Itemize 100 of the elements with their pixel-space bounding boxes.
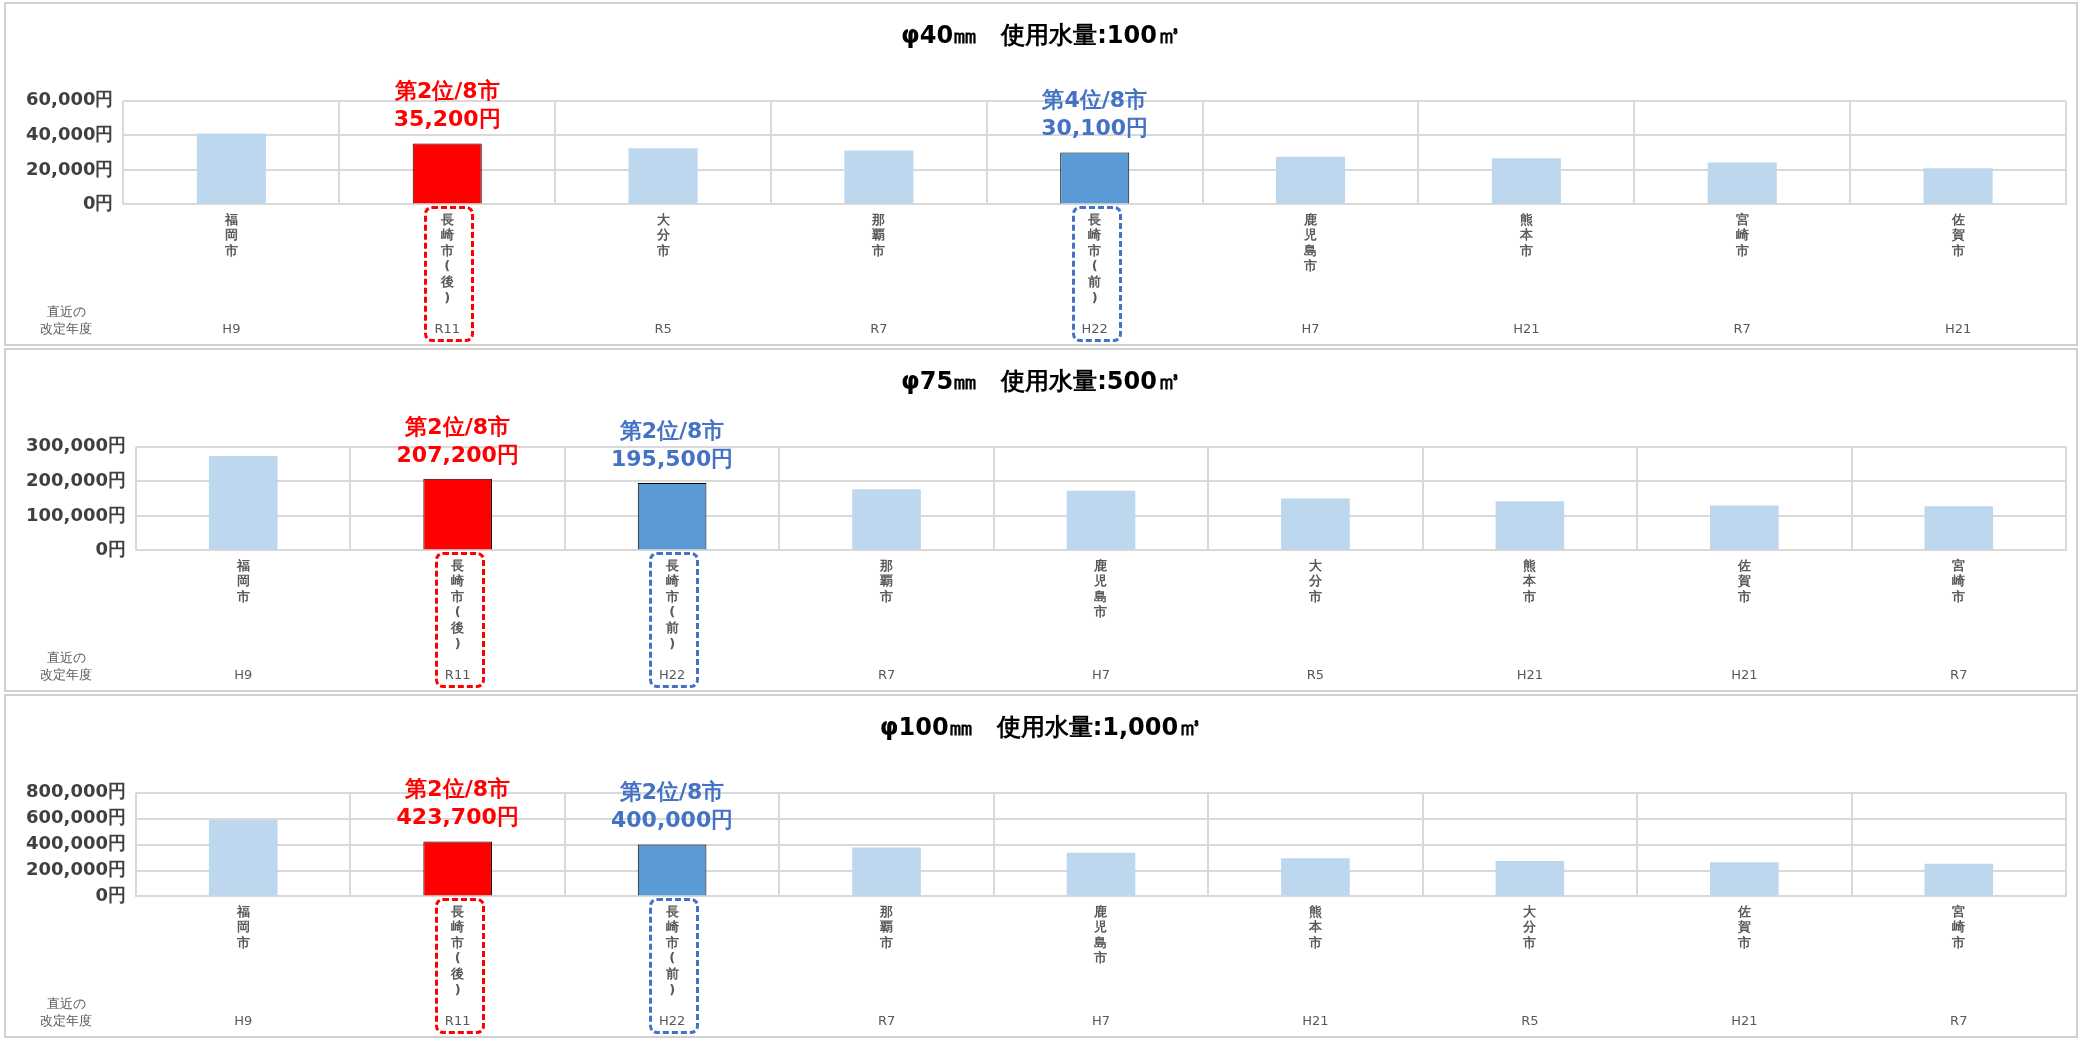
- y-tick-label: 0円: [82, 192, 114, 214]
- text: H7: [1091, 1012, 1111, 1028]
- bar: [1281, 498, 1350, 550]
- text: H21: [1513, 320, 1540, 336]
- bar: [1066, 852, 1136, 896]
- y-tick-label: 20,000円: [25, 157, 114, 179]
- x-tick-label: 大分市: [1307, 557, 1323, 604]
- y-tick-label: 400,000円: [26, 832, 126, 854]
- text: R11: [444, 666, 471, 682]
- y-tick-label: 40,000円: [25, 123, 114, 145]
- chart-title: φ40㎜ 使用水量:100㎥: [901, 20, 1181, 49]
- x-tick-label: 佐賀市: [1736, 557, 1751, 604]
- x-tick-label: 福岡市: [223, 211, 238, 258]
- bar: [1707, 162, 1777, 204]
- data-label: 第2位/8市 35,200円: [393, 78, 501, 132]
- text: H21: [1731, 1012, 1758, 1028]
- x-tick-label: 熊本市: [1522, 557, 1538, 604]
- x-tick-label: 長崎市(後): [439, 211, 454, 305]
- bar: [1495, 860, 1565, 896]
- bar: [208, 456, 278, 550]
- text: R5: [1306, 666, 1325, 682]
- data-label: 第4位/8市 30,100円: [1041, 87, 1149, 141]
- y-tick-label: 0円: [95, 538, 126, 560]
- text: H22: [658, 666, 686, 682]
- x-tick-label: 宮崎市: [1951, 557, 1966, 604]
- y-tick-label: 0円: [95, 884, 126, 906]
- text: R7: [1950, 1012, 1968, 1028]
- x-tick-label: 長崎市(前): [664, 903, 679, 997]
- text: H9: [234, 1012, 253, 1028]
- x-tick-label: 鹿児島市: [1093, 557, 1108, 620]
- y-tick-label: 60,000円: [25, 88, 114, 110]
- text: R5: [654, 320, 672, 336]
- bar: [196, 133, 266, 204]
- bar: [208, 820, 278, 896]
- x-tick-label: 福岡市: [235, 557, 250, 604]
- text: H7: [1301, 320, 1320, 336]
- y-tick-label: 300,000円: [26, 434, 126, 456]
- text: R7: [870, 320, 888, 336]
- text: 直近の改定年度: [40, 995, 92, 1028]
- text: 直近の改定年度: [40, 649, 92, 682]
- data-label: 第2位/8市 400,000円: [611, 779, 734, 833]
- chart-title: φ75㎜ 使用水量:500㎥: [901, 366, 1181, 395]
- x-tick-label: 大分市: [655, 211, 671, 258]
- text: H21: [1516, 666, 1544, 682]
- x-tick-label: 熊本市: [1518, 211, 1534, 258]
- bar: [1495, 501, 1565, 550]
- x-tick-label: 佐賀市: [1736, 903, 1751, 950]
- x-tick-label: 長崎市(前): [1087, 211, 1102, 305]
- y-tick-label: 100,000円: [26, 503, 126, 525]
- text: H21: [1944, 320, 1972, 336]
- text: R11: [434, 320, 461, 336]
- x-tick-label: 福岡市: [235, 903, 250, 950]
- bar: [1710, 862, 1779, 896]
- x-tick-label: 那覇市: [879, 903, 894, 950]
- x-tick-label: 鹿児島市: [1093, 903, 1108, 966]
- bar: [1491, 158, 1561, 204]
- bar: [628, 148, 698, 204]
- text: 直近の改定年度: [40, 303, 92, 336]
- text: R7: [1733, 320, 1751, 336]
- bar: [852, 489, 921, 550]
- text: R5: [1521, 1012, 1539, 1028]
- bar: [1281, 858, 1350, 896]
- x-tick-label: 大分市: [1522, 903, 1538, 950]
- bar: [844, 150, 914, 204]
- text: R7: [877, 1012, 896, 1028]
- bar: [852, 847, 921, 896]
- text: H9: [234, 666, 253, 682]
- text: H9: [222, 320, 241, 336]
- bar: [1276, 156, 1346, 204]
- bar: [1924, 506, 1994, 550]
- x-tick-label: 鹿児島市: [1303, 211, 1318, 274]
- text: H21: [1302, 1012, 1329, 1028]
- x-tick-label: 長崎市(後): [450, 903, 465, 997]
- text: R11: [444, 1012, 471, 1028]
- x-tick-label: 熊本市: [1307, 903, 1323, 950]
- bar: [1066, 490, 1136, 550]
- text: H21: [1731, 666, 1758, 682]
- y-tick-label: 200,000円: [26, 858, 126, 880]
- x-tick-label: 佐賀市: [1950, 211, 1965, 258]
- text: H22: [1081, 320, 1108, 336]
- data-label: 第2位/8市 207,200円: [396, 413, 519, 467]
- x-tick-label: 宮崎市: [1734, 211, 1749, 258]
- text: R7: [877, 666, 896, 682]
- x-tick-label: 長崎市(後): [450, 557, 465, 651]
- y-tick-label: 200,000円: [26, 469, 126, 491]
- x-tick-label: 宮崎市: [1951, 903, 1966, 950]
- y-tick-label: 800,000円: [26, 780, 126, 802]
- data-label: 第2位/8市 423,700円: [396, 776, 519, 830]
- x-tick-label: 長崎市(前): [664, 557, 679, 651]
- bar: [1710, 505, 1779, 550]
- text: H7: [1091, 666, 1111, 682]
- bar: [1923, 168, 1993, 204]
- x-tick-label: 那覇市: [871, 211, 886, 258]
- bar: [1924, 863, 1994, 896]
- y-tick-label: 600,000円: [26, 806, 126, 828]
- text: R7: [1950, 666, 1968, 682]
- x-tick-label: 那覇市: [879, 557, 894, 604]
- data-label: 第2位/8市 195,500円: [611, 417, 734, 471]
- chart-title: φ100㎜ 使用水量:1,000㎥: [879, 712, 1203, 741]
- text: H22: [658, 1012, 686, 1028]
